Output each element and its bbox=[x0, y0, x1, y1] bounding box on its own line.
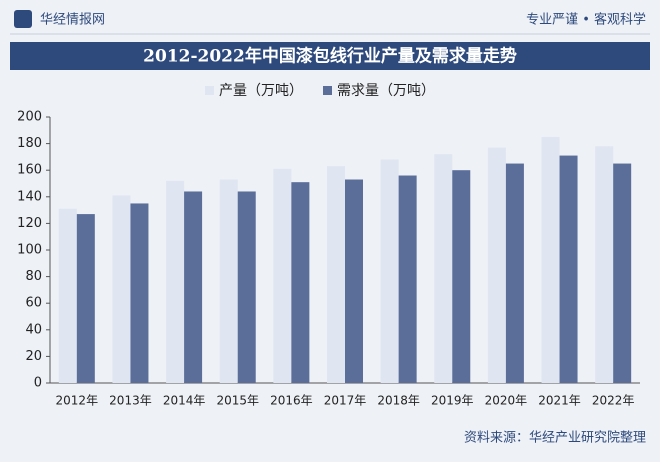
legend-swatch bbox=[323, 86, 332, 95]
x-tick-label: 2016年 bbox=[270, 394, 313, 408]
title-band bbox=[10, 42, 650, 70]
bar bbox=[112, 195, 131, 383]
y-tick-label: 60 bbox=[25, 296, 42, 311]
y-tick-label: 100 bbox=[17, 243, 42, 258]
bar bbox=[130, 203, 149, 383]
bar bbox=[76, 214, 95, 383]
legend-label: 需求量（万吨） bbox=[337, 83, 435, 99]
x-tick-label: 2020年 bbox=[485, 394, 528, 408]
bar bbox=[505, 163, 524, 383]
bar bbox=[487, 147, 506, 383]
legend-label: 产量（万吨） bbox=[219, 83, 303, 99]
bar bbox=[166, 180, 185, 383]
bar bbox=[613, 163, 632, 383]
y-tick-label: 160 bbox=[17, 163, 42, 178]
bar bbox=[327, 166, 345, 383]
bar bbox=[559, 155, 578, 383]
x-tick-label: 2014年 bbox=[163, 394, 206, 408]
chart-title: 2012-2022年中国漆包线行业产量及需求量走势 bbox=[143, 46, 517, 67]
x-tick-label: 2018年 bbox=[377, 394, 420, 408]
slogan: 专业严谨 • 客观科学 bbox=[526, 12, 646, 28]
bar bbox=[434, 154, 453, 383]
bar bbox=[58, 208, 77, 383]
bar bbox=[380, 159, 399, 383]
bar bbox=[345, 179, 363, 383]
x-tick-label: 2013年 bbox=[109, 394, 152, 408]
bar bbox=[291, 182, 310, 383]
source: 资料来源：华经产业研究院整理 bbox=[464, 431, 646, 446]
x-tick-label: 2012年 bbox=[56, 394, 99, 408]
bar bbox=[219, 179, 238, 383]
y-tick-label: 40 bbox=[25, 322, 42, 337]
brand: 华经情报网 bbox=[40, 13, 105, 28]
x-tick-label: 2019年 bbox=[431, 394, 474, 408]
legend-swatch bbox=[205, 86, 214, 95]
y-tick-label: 120 bbox=[17, 216, 42, 231]
bar bbox=[452, 170, 471, 383]
y-tick-label: 200 bbox=[17, 110, 42, 125]
bar bbox=[237, 191, 256, 383]
y-tick-label: 140 bbox=[17, 189, 42, 204]
bar bbox=[398, 175, 417, 383]
y-tick-label: 80 bbox=[25, 269, 42, 284]
x-tick-label: 2017年 bbox=[324, 394, 367, 408]
bar bbox=[273, 168, 292, 383]
logo bbox=[14, 10, 32, 28]
x-tick-label: 2015年 bbox=[216, 394, 259, 408]
y-tick-label: 0 bbox=[34, 376, 42, 391]
bar bbox=[595, 146, 614, 383]
bar bbox=[541, 136, 560, 383]
y-tick-label: 20 bbox=[25, 349, 42, 364]
x-tick-label: 2021年 bbox=[538, 394, 581, 408]
x-tick-label: 2022年 bbox=[592, 394, 635, 408]
bar bbox=[184, 191, 203, 383]
y-tick-label: 180 bbox=[17, 136, 42, 151]
